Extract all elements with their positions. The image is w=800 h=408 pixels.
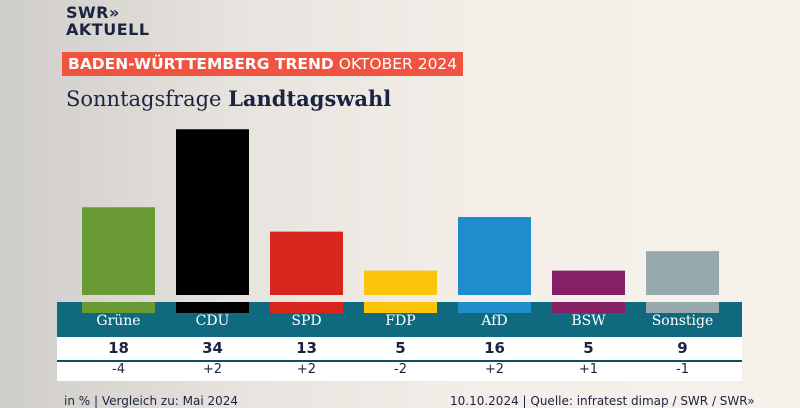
row-divider bbox=[57, 360, 742, 362]
bar-stub-grüne bbox=[82, 302, 155, 313]
bar-stub-afd bbox=[458, 302, 531, 313]
footer-left: in % | Vergleich zu: Mai 2024 bbox=[64, 394, 239, 408]
value-label: 34 bbox=[202, 339, 223, 357]
swr-aktuell-logo: SWR» AKTUELL bbox=[66, 3, 150, 39]
value-label: 16 bbox=[484, 339, 505, 357]
party-label: Grüne bbox=[96, 313, 141, 329]
change-label: -4 bbox=[112, 362, 125, 377]
bar-stub-cdu bbox=[176, 302, 249, 313]
change-label: +2 bbox=[484, 362, 505, 377]
bar-stub-sonstige bbox=[646, 302, 719, 313]
change-label: +1 bbox=[578, 362, 599, 377]
bar-afd bbox=[458, 217, 531, 295]
change-label: -2 bbox=[394, 362, 407, 377]
party-label: SPD bbox=[291, 313, 322, 329]
party-label: FDP bbox=[385, 313, 416, 329]
bar-stub-fdp bbox=[364, 302, 437, 313]
bar-stub-spd bbox=[270, 302, 343, 313]
value-label: 13 bbox=[296, 339, 317, 357]
bar-cdu bbox=[176, 129, 249, 295]
bar-fdp bbox=[364, 270, 437, 295]
footer-right: 10.10.2024 | Quelle: infratest dimap / S… bbox=[450, 394, 755, 408]
change-label: -1 bbox=[676, 362, 689, 377]
value-label: 5 bbox=[395, 339, 406, 357]
bar-sonstige bbox=[646, 251, 719, 295]
value-label: 9 bbox=[677, 339, 688, 357]
chart-title: Sonntagsfrage Landtagswahl bbox=[66, 86, 392, 111]
trend-banner: BADEN-WÜRTTEMBERG TREND OKTOBER 2024 bbox=[62, 52, 464, 76]
bar-stub-bsw bbox=[552, 302, 625, 313]
party-label: AfD bbox=[481, 313, 508, 329]
bar-spd bbox=[270, 231, 343, 295]
value-label: 5 bbox=[583, 339, 594, 357]
party-label: CDU bbox=[195, 313, 230, 329]
change-label: +2 bbox=[296, 362, 317, 377]
party-label: BSW bbox=[571, 313, 606, 329]
changes-row bbox=[57, 362, 742, 381]
value-label: 18 bbox=[108, 339, 129, 357]
values-row bbox=[57, 337, 742, 360]
bar-bsw bbox=[552, 270, 625, 295]
change-label: +2 bbox=[202, 362, 223, 377]
party-label: Sonstige bbox=[651, 313, 714, 329]
bar-grüne bbox=[82, 207, 155, 295]
